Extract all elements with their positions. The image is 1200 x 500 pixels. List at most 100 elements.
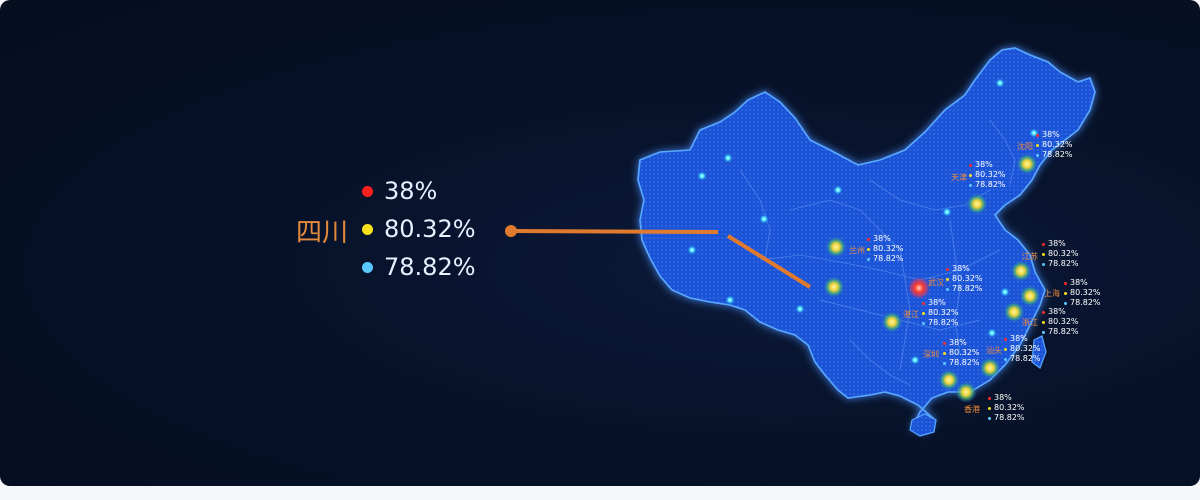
stat-3: 78.82% — [994, 413, 1025, 422]
red-dot-icon — [1064, 281, 1067, 285]
red-dot-icon — [1042, 242, 1045, 246]
stat-2: 80.32% — [994, 403, 1025, 412]
callout-value-3: 78.82% — [384, 253, 476, 281]
city-label-zhejiang: 浙江 — [1022, 318, 1038, 327]
blue-dot-icon — [943, 361, 946, 365]
city-stats-shenzhen: 38% 80.32% 78.82% — [943, 338, 980, 368]
minor-marker — [725, 295, 735, 305]
city-label-wuhan: 武汉 — [928, 278, 944, 287]
stat-3: 78.82% — [1042, 150, 1073, 159]
yellow-dot-icon — [1042, 252, 1045, 256]
stat-2: 80.32% — [873, 244, 904, 253]
hotspot-jiangsu — [1010, 260, 1032, 282]
stat-1: 38% — [952, 264, 970, 273]
callout-row-blue: 78.82% — [362, 248, 476, 286]
city-label-shenzhen: 深圳 — [923, 350, 939, 359]
red-dot-icon — [943, 341, 946, 345]
red-dot-icon — [1036, 133, 1039, 137]
minor-marker — [910, 355, 920, 365]
minor-marker — [697, 171, 707, 181]
stat-3: 78.82% — [928, 318, 959, 327]
map-panel: 四川 38% 80.32% 78.82% 沈阳 38% 80.32% 78.82… — [0, 0, 1200, 486]
stat-3: 78.82% — [949, 358, 980, 367]
stat-1: 38% — [994, 393, 1012, 402]
stat-2: 80.32% — [949, 348, 980, 357]
hotspot-hongkong — [955, 381, 977, 403]
blue-dot-icon — [946, 287, 949, 291]
stat-3: 78.82% — [952, 284, 983, 293]
yellow-dot-icon — [867, 247, 870, 251]
hotspot-lanzhou — [825, 236, 847, 258]
red-dot-icon — [1042, 310, 1045, 314]
minor-marker — [687, 245, 697, 255]
stat-1: 38% — [1042, 130, 1060, 139]
hotspot-shenzhen — [938, 369, 960, 391]
minor-marker — [987, 328, 997, 338]
city-stats-shenyang: 38% 80.32% 78.82% — [1036, 130, 1073, 160]
city-label-shanghai: 上海 — [1044, 289, 1060, 298]
stat-2: 80.32% — [975, 170, 1006, 179]
hotspot-zhanjiang — [881, 311, 903, 333]
callout-value-1: 38% — [384, 177, 438, 205]
blue-dot-icon — [867, 257, 870, 261]
red-dot-icon — [1004, 337, 1007, 341]
city-label-lanzhou: 兰州 — [849, 246, 865, 255]
hotspot-markers — [823, 153, 1041, 403]
yellow-dot-icon — [1042, 320, 1045, 324]
yellow-dot-icon — [943, 351, 946, 355]
blue-dot-icon — [988, 416, 991, 420]
minor-marker — [759, 214, 769, 224]
blue-dot-icon — [969, 183, 972, 187]
red-dot-icon — [988, 396, 991, 400]
minor-marker — [723, 153, 733, 163]
minor-markers — [687, 78, 1039, 365]
stat-1: 38% — [975, 160, 993, 169]
minor-marker — [995, 78, 1005, 88]
city-label-jiangsu: 江苏 — [1022, 252, 1038, 261]
city-stats-shanghai: 38% 80.32% 78.82% — [1064, 278, 1101, 308]
stat-2: 80.32% — [1070, 288, 1101, 297]
yellow-dot-icon — [1036, 143, 1039, 147]
blue-dot-icon — [1036, 153, 1039, 157]
callout-row-yellow: 80.32% — [362, 210, 476, 248]
stat-1: 38% — [928, 298, 946, 307]
stat-2: 80.32% — [928, 308, 959, 317]
red-dot-icon — [946, 267, 949, 271]
yellow-dot-icon — [922, 311, 925, 315]
city-stats-zhanjiang: 38% 80.32% 78.82% — [922, 298, 959, 328]
blue-dot-icon — [1042, 262, 1045, 266]
hotspot-tianjin — [966, 193, 988, 215]
stat-1: 38% — [949, 338, 967, 347]
blue-dot-icon — [1064, 301, 1067, 305]
callout-province-label: 四川 — [296, 218, 349, 248]
hotspot-sichuan — [823, 276, 845, 298]
red-dot-icon — [969, 163, 972, 167]
blue-dot-icon — [1004, 357, 1007, 361]
city-stats-jiangsu: 38% 80.32% 78.82% — [1042, 239, 1079, 269]
china-outline — [637, 47, 1096, 433]
hotspot-shantou — [979, 357, 1001, 379]
red-dot-icon — [922, 301, 925, 305]
stat-2: 80.32% — [1048, 317, 1079, 326]
city-label-shantou: 汕头 — [986, 346, 1002, 355]
minor-marker — [942, 207, 952, 217]
blue-dot-icon — [1042, 330, 1045, 334]
stat-1: 38% — [1010, 334, 1028, 343]
stat-1: 38% — [1048, 307, 1066, 316]
hotspot-zhejiang — [1003, 301, 1025, 323]
city-stats-wuhan: 38% 80.32% 78.82% — [946, 264, 983, 294]
blue-dot-icon — [362, 261, 373, 273]
city-label-hongkong: 香港 — [964, 405, 980, 414]
hotspot-shenyang — [1016, 153, 1038, 175]
yellow-dot-icon — [1004, 347, 1007, 351]
city-label-tianjin: 天津 — [951, 173, 967, 182]
yellow-dot-icon — [988, 406, 991, 410]
stat-2: 80.32% — [1010, 344, 1041, 353]
stat-3: 78.82% — [975, 180, 1006, 189]
yellow-dot-icon — [362, 223, 373, 235]
blue-dot-icon — [922, 321, 925, 325]
callout-value-2: 80.32% — [384, 215, 476, 243]
stat-3: 78.82% — [1048, 327, 1079, 336]
taiwan-island — [1031, 335, 1047, 369]
callout-leader — [505, 225, 812, 289]
